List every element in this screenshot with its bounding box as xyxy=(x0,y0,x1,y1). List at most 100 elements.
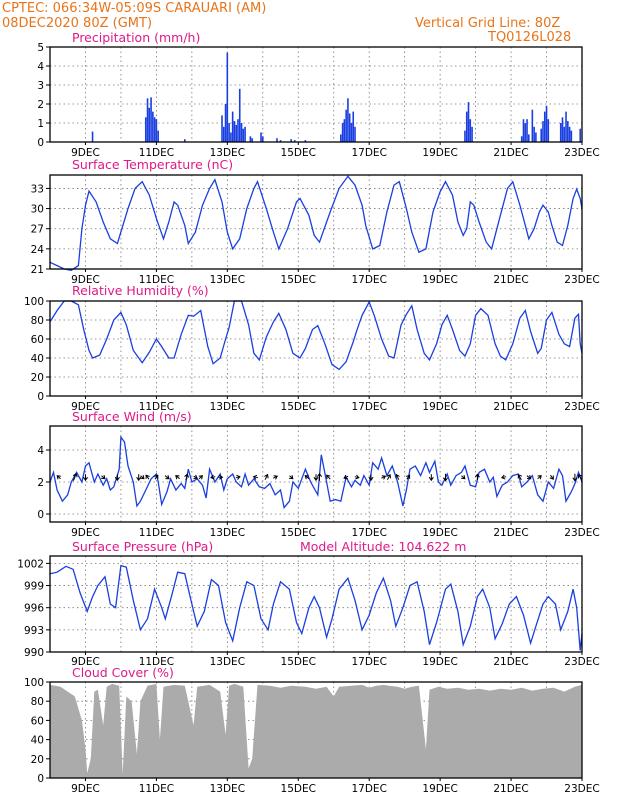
header-station: CPTEC: 066:34W-05:09S CARAUARI (AM) xyxy=(2,1,266,16)
humidity-ytick-label: 100 xyxy=(24,296,44,308)
precipitation-bar xyxy=(340,134,342,142)
cloud-cover-xtick-label: 23DEC xyxy=(564,783,599,795)
precipitation-ytick-label: 2 xyxy=(37,99,44,111)
precipitation-xtick-label: 11DEC xyxy=(139,147,174,159)
pressure-xtick-label: 23DEC xyxy=(564,656,599,668)
wind-frame xyxy=(49,425,583,523)
wind-vector xyxy=(164,475,170,480)
wind-vector xyxy=(289,474,294,480)
precipitation-bar xyxy=(144,117,147,142)
wind-vector xyxy=(316,472,323,481)
precipitation-bar xyxy=(347,98,349,142)
precipitation-bar xyxy=(542,121,544,142)
pressure-ytick-label: 993 xyxy=(24,625,44,637)
precipitation-bar xyxy=(343,119,346,142)
temperature-xtick-label: 15DEC xyxy=(281,274,316,286)
precipitation-xtick-label: 21DEC xyxy=(493,147,528,159)
temperature-ytick-label: 24 xyxy=(31,244,45,256)
cloud-cover-ytick-label: 80 xyxy=(31,696,44,708)
temperature-ytick-label: 30 xyxy=(31,204,44,216)
cloud-cover-xtick-label: 17DEC xyxy=(351,783,386,795)
humidity-series-line xyxy=(49,300,583,371)
precipitation-bar xyxy=(528,134,530,142)
wind-vector xyxy=(193,474,198,479)
pressure-ytick-label: 996 xyxy=(24,603,44,615)
precipitation-bar xyxy=(155,119,158,142)
wind-vector xyxy=(264,473,269,480)
precipitation-xtick-label: 23DEC xyxy=(564,147,599,159)
pressure-xtick-label: 9DEC xyxy=(71,656,100,668)
wind-vector xyxy=(235,474,241,480)
wind-vector xyxy=(500,474,507,480)
wind-panel: Surface Wind (m/s) 0 2 4 9DEC 11DEC 13DEC 15DEC… xyxy=(37,409,599,539)
precipitation-bar xyxy=(345,109,347,142)
wind-xtick-label: 9DEC xyxy=(71,527,100,539)
precipitation-bar xyxy=(350,123,353,142)
precipitation-bar xyxy=(526,119,528,142)
precipitation-bar xyxy=(279,140,282,142)
precipitation-ytick-label: 0 xyxy=(37,137,44,149)
precipitation-bar xyxy=(341,123,344,142)
wind-title: Surface Wind (m/s) xyxy=(72,409,192,424)
wind-vector xyxy=(198,475,204,480)
cloud-cover-xtick-label: 21DEC xyxy=(493,783,528,795)
wind-vector xyxy=(145,474,150,480)
precipitation-xtick-label: 17DEC xyxy=(351,147,386,159)
cloud-cover-xtick-label: 19DEC xyxy=(422,783,457,795)
pressure-title: Surface Pressure (hPa) xyxy=(72,539,213,554)
precipitation-xtick-label: 13DEC xyxy=(210,147,245,159)
wind-vector xyxy=(326,474,331,480)
pressure-ytick-label: 1002 xyxy=(17,558,44,570)
precipitation-bar xyxy=(228,123,230,142)
precipitation-bar xyxy=(242,128,245,142)
wind-vector xyxy=(101,474,106,480)
humidity-title: Relative Humidity (%) xyxy=(72,283,209,298)
cloud-cover-xtick-label: 11DEC xyxy=(139,783,174,795)
pressure-ytick-label: 999 xyxy=(24,581,44,593)
cloud-cover-ytick-label: 0 xyxy=(37,773,44,785)
wind-vector xyxy=(136,474,142,482)
precipitation-bar xyxy=(559,123,562,142)
wind-vector xyxy=(381,475,387,480)
precipitation-ytick-label: 4 xyxy=(37,61,44,73)
pressure-annotation: Model Altitude: 104.622 m xyxy=(300,539,466,554)
wind-vector xyxy=(461,474,466,480)
precipitation-bar xyxy=(231,111,234,142)
precipitation-bar xyxy=(354,126,356,142)
wind-vector xyxy=(184,473,190,481)
precipitation-bar xyxy=(262,136,264,142)
precipitation-bar xyxy=(568,126,571,142)
precipitation-bar xyxy=(183,139,186,142)
temperature-panel: Surface Temperature (nC) 21 24 27 30 33 9DEC 11… xyxy=(31,157,600,286)
precipitation-ytick-label: 1 xyxy=(37,118,44,130)
temperature-ytick-label: 21 xyxy=(31,264,44,276)
temperature-ytick-label: 27 xyxy=(31,224,44,236)
cloud-cover-ytick-label: 100 xyxy=(24,677,44,689)
cloud-cover-area xyxy=(50,683,582,778)
wind-ytick-label: 4 xyxy=(37,445,44,457)
precipitation-bar xyxy=(157,130,159,142)
wind-vector xyxy=(304,475,310,480)
wind-vector xyxy=(343,474,349,480)
wind-xtick-label: 21DEC xyxy=(493,527,528,539)
precipitation-bar xyxy=(240,123,243,142)
precipitation-bar xyxy=(290,139,292,142)
precipitation-bar xyxy=(579,128,582,142)
temperature-title: Surface Temperature (nC) xyxy=(72,157,233,172)
humidity-ytick-label: 0 xyxy=(37,391,44,403)
pressure-xtick-label: 11DEC xyxy=(139,656,174,668)
precipitation-bar xyxy=(237,119,239,142)
precipitation-bar xyxy=(233,121,236,142)
precipitation-bar xyxy=(545,105,548,142)
precipitation-bar xyxy=(563,126,566,142)
precipitation-bar xyxy=(153,117,156,142)
precipitation-bar xyxy=(251,138,253,142)
pressure-xtick-label: 19DEC xyxy=(422,656,457,668)
humidity-xtick-label: 15DEC xyxy=(281,401,316,413)
precipitation-ytick-label: 3 xyxy=(37,80,44,92)
wind-vector xyxy=(313,474,319,482)
precipitation-bar xyxy=(467,102,470,142)
temperature-xtick-label: 9DEC xyxy=(71,274,100,286)
wind-vector xyxy=(140,474,145,480)
